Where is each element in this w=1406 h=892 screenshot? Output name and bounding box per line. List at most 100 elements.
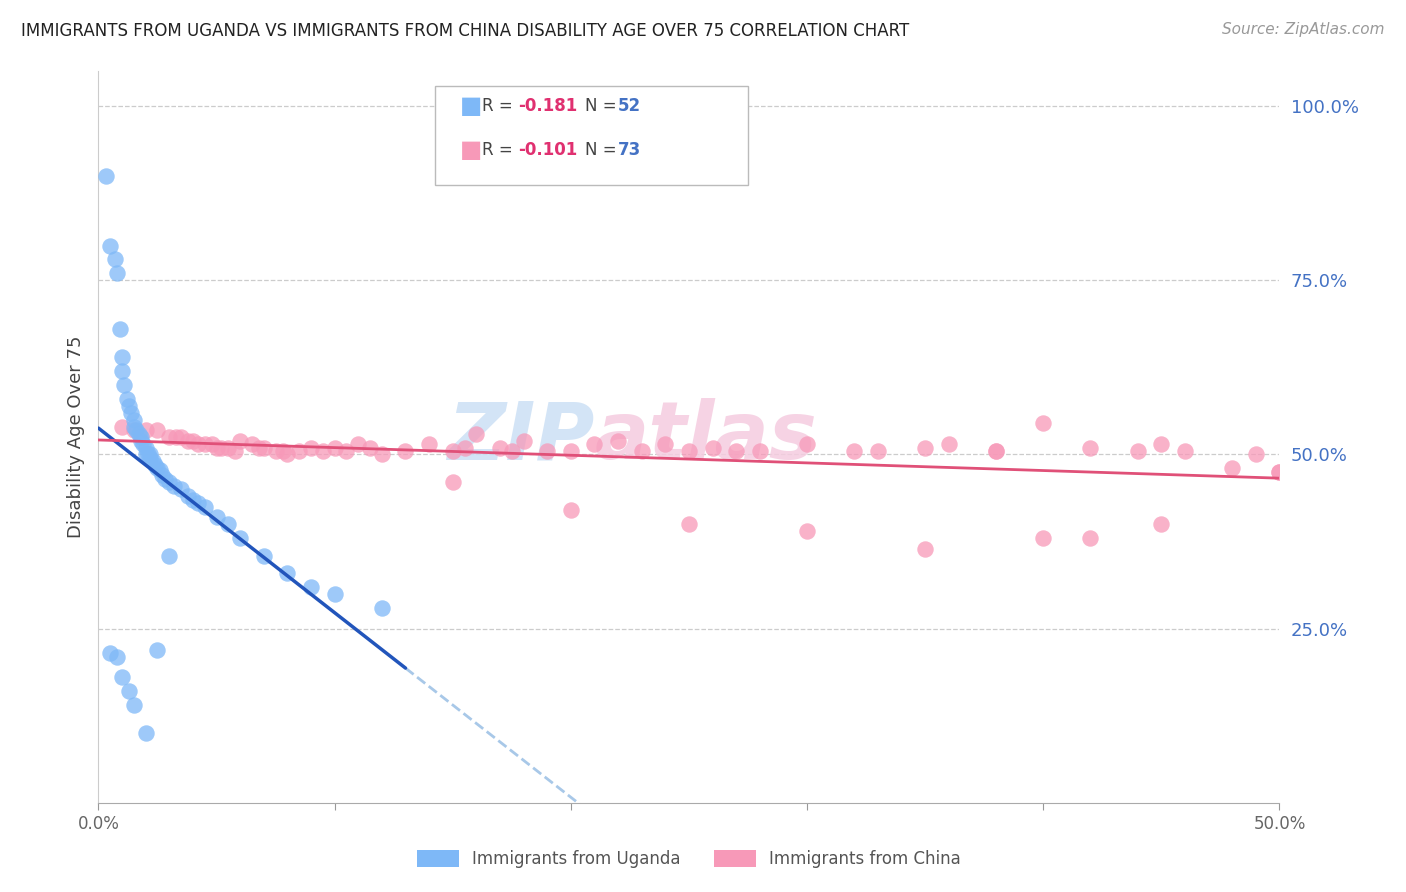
Point — [146, 461, 169, 475]
Point — [177, 434, 200, 448]
Point — [194, 500, 217, 514]
Point — [276, 566, 298, 580]
FancyBboxPatch shape — [434, 86, 748, 185]
Point — [441, 444, 464, 458]
Text: ■: ■ — [460, 95, 482, 119]
Point — [371, 600, 394, 615]
Text: R =: R = — [482, 97, 519, 115]
Point — [105, 649, 128, 664]
Legend: Immigrants from Uganda, Immigrants from China: Immigrants from Uganda, Immigrants from … — [411, 844, 967, 875]
Point — [796, 524, 818, 538]
Point — [157, 475, 180, 490]
Point — [125, 423, 148, 437]
Point — [201, 437, 224, 451]
Point — [150, 468, 173, 483]
Point — [536, 444, 558, 458]
Point — [229, 434, 252, 448]
Point — [702, 441, 724, 455]
Y-axis label: Disability Age Over 75: Disability Age Over 75 — [66, 335, 84, 539]
Text: 73: 73 — [619, 141, 641, 160]
Point — [121, 406, 143, 420]
Point — [276, 448, 298, 462]
Point — [271, 444, 294, 458]
Point — [583, 437, 606, 451]
Point — [796, 437, 818, 451]
Point — [153, 472, 176, 486]
Point — [866, 444, 889, 458]
Point — [1150, 437, 1173, 451]
Point — [654, 437, 676, 451]
Text: IMMIGRANTS FROM UGANDA VS IMMIGRANTS FROM CHINA DISABILITY AGE OVER 75 CORRELATI: IMMIGRANTS FROM UGANDA VS IMMIGRANTS FRO… — [21, 22, 910, 40]
Point — [122, 419, 145, 434]
Point — [501, 444, 523, 458]
Point — [217, 517, 239, 532]
Point — [264, 444, 287, 458]
Text: 52: 52 — [619, 97, 641, 115]
Point — [359, 441, 381, 455]
Point — [104, 252, 127, 267]
Point — [253, 441, 276, 455]
Text: atlas: atlas — [595, 398, 817, 476]
Point — [205, 441, 228, 455]
Point — [98, 646, 121, 660]
Point — [288, 444, 311, 458]
Point — [394, 444, 416, 458]
Point — [253, 549, 276, 563]
Point — [299, 441, 322, 455]
Point — [347, 437, 370, 451]
Point — [299, 580, 322, 594]
Point — [678, 517, 700, 532]
Point — [122, 423, 145, 437]
Point — [128, 426, 150, 441]
Point — [111, 670, 134, 684]
Point — [1244, 448, 1267, 462]
Point — [108, 322, 131, 336]
Point — [1080, 531, 1102, 545]
Point — [94, 169, 117, 183]
Point — [1174, 444, 1197, 458]
Point — [323, 441, 346, 455]
Point — [135, 448, 157, 462]
Point — [194, 437, 217, 451]
Point — [1150, 517, 1173, 532]
Point — [560, 503, 582, 517]
Point — [170, 483, 193, 497]
Point — [112, 377, 135, 392]
Point — [157, 430, 180, 444]
Point — [129, 430, 152, 444]
Text: -0.181: -0.181 — [517, 97, 576, 115]
Point — [122, 412, 145, 426]
Point — [98, 238, 121, 252]
Point — [418, 437, 440, 451]
Point — [725, 444, 748, 458]
Point — [247, 441, 270, 455]
Point — [135, 423, 157, 437]
Point — [240, 437, 263, 451]
Point — [323, 587, 346, 601]
Point — [118, 399, 141, 413]
Point — [111, 419, 134, 434]
Point — [132, 437, 155, 451]
Point — [111, 350, 134, 364]
Point — [187, 496, 209, 510]
Point — [142, 454, 165, 468]
Point — [177, 489, 200, 503]
Text: N =: N = — [585, 97, 621, 115]
Point — [163, 479, 186, 493]
Point — [111, 364, 134, 378]
Point — [984, 444, 1007, 458]
Point — [512, 434, 534, 448]
Point — [1220, 461, 1243, 475]
Point — [489, 441, 512, 455]
Point — [146, 642, 169, 657]
Point — [170, 430, 193, 444]
Point — [122, 698, 145, 713]
Point — [181, 492, 204, 507]
Point — [224, 444, 246, 458]
Point — [217, 441, 239, 455]
Point — [1032, 416, 1054, 430]
Point — [607, 434, 630, 448]
Text: ■: ■ — [460, 138, 482, 162]
Point — [441, 475, 464, 490]
Point — [678, 444, 700, 458]
